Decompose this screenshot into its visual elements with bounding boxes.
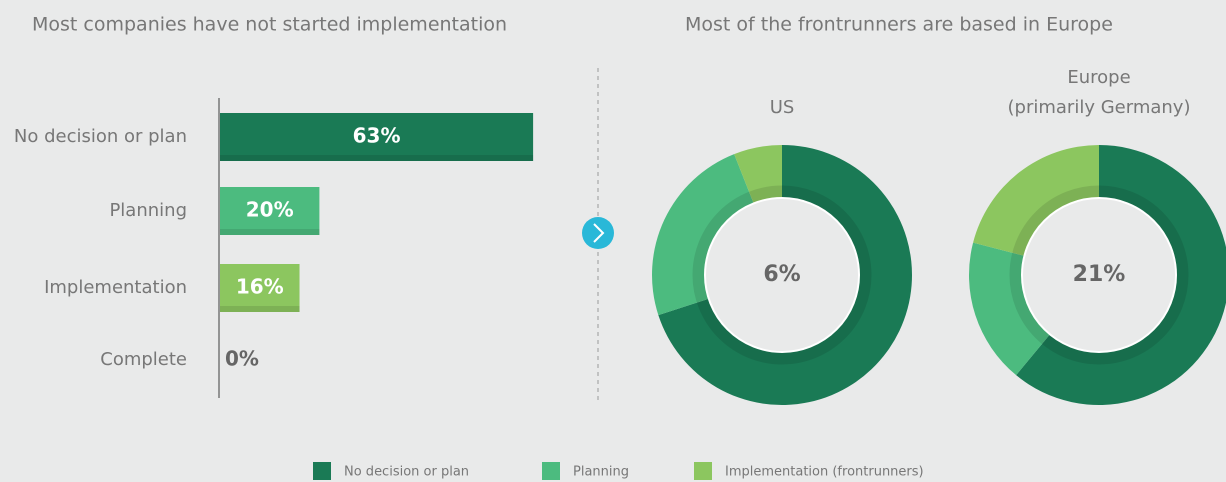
legend-swatch	[313, 462, 331, 480]
category-label: Planning	[109, 200, 187, 221]
category-label: No decision or plan	[14, 126, 187, 147]
bar-shade	[220, 155, 534, 161]
category-label: Implementation	[44, 277, 187, 298]
donut-subtitle: (primarily Germany)	[1008, 97, 1191, 118]
legend-swatch	[694, 462, 712, 480]
donut-title: US	[770, 97, 795, 118]
legend-label: Planning	[573, 465, 629, 480]
bar	[220, 187, 320, 235]
donut-hole	[704, 197, 860, 353]
donut-title: Europe	[1067, 67, 1130, 88]
donut-segment	[734, 145, 782, 204]
value-label: 0%	[225, 347, 259, 371]
legend-label: No decision or plan	[344, 465, 469, 480]
bar-shade	[220, 229, 320, 235]
section-title: Most of the frontrunners are based in Eu…	[685, 14, 1113, 36]
arrow-chevron	[593, 223, 605, 243]
center-label: 6%	[763, 262, 800, 287]
bar-shade	[220, 306, 300, 312]
legend-swatch	[542, 462, 560, 480]
donut-segment	[1016, 145, 1226, 405]
bar	[220, 113, 534, 161]
chart-title: Most companies have not started implemen…	[32, 14, 507, 36]
arrow-icon	[582, 217, 614, 249]
value-label: 63%	[353, 124, 401, 148]
value-label: 16%	[236, 275, 284, 299]
category-label: Complete	[100, 349, 187, 370]
inner-shadow	[1009, 185, 1189, 365]
legend-label: Implementation (frontrunners)	[725, 465, 924, 480]
donut-segment	[973, 145, 1099, 256]
value-label: 20%	[246, 198, 294, 222]
donut-segment	[969, 242, 1050, 376]
donut-segment	[652, 154, 754, 316]
donut-segment	[658, 145, 913, 405]
center-label: 21%	[1073, 262, 1126, 287]
bar	[220, 264, 300, 312]
donut-hole	[1021, 197, 1177, 353]
inner-shadow	[692, 185, 872, 365]
